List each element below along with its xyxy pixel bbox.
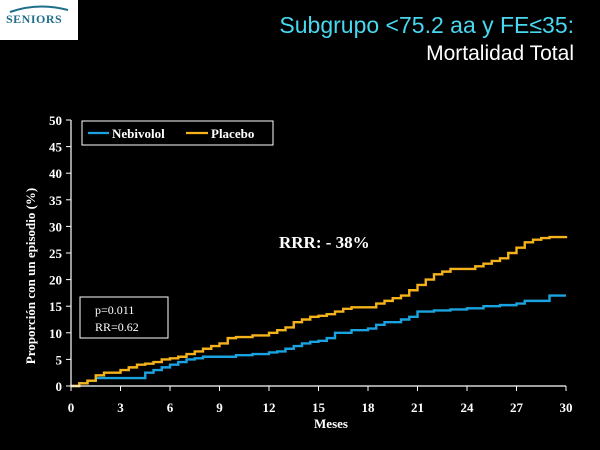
y-tick-label: 35 bbox=[49, 193, 63, 208]
stats-box-frame bbox=[79, 296, 169, 339]
series-line-placebo bbox=[71, 235, 568, 388]
axes: 0 3 6 9 12 15 18 21 24 27 30 0 5 10 15 20 25 30 35 40 45 50 bbox=[49, 113, 573, 415]
x-tick-label: 18 bbox=[362, 400, 376, 415]
y-tick-label: 25 bbox=[49, 246, 63, 261]
y-tick-label: 0 bbox=[56, 379, 63, 394]
rrr-annotation: RRR: - 38% bbox=[279, 233, 370, 252]
x-tick-label: 0 bbox=[68, 400, 75, 415]
y-tick-label: 40 bbox=[49, 166, 62, 181]
x-tick-label: 12 bbox=[263, 400, 276, 415]
legend: Nebivolol Placebo bbox=[81, 120, 274, 146]
legend-label-placebo: Placebo bbox=[211, 126, 254, 141]
title-line-2: Mortalidad Total bbox=[426, 42, 574, 65]
title-line-1: Subgrupo <75.2 aa y FE≤35: bbox=[279, 12, 574, 38]
y-tick-label: 20 bbox=[49, 273, 62, 288]
y-tick-label: 50 bbox=[49, 113, 62, 128]
legend-label-nebivolol: Nebivolol bbox=[112, 126, 165, 141]
logo-swoosh-icon bbox=[9, 5, 69, 13]
x-tick-label: 24 bbox=[461, 400, 475, 415]
y-axis-title: Proporción con un episodio (%) bbox=[23, 188, 38, 364]
logo-text: SENIORS bbox=[6, 12, 63, 26]
x-tick-label: 6 bbox=[167, 400, 174, 415]
x-tick-label: 9 bbox=[216, 400, 223, 415]
x-tick-label: 30 bbox=[560, 400, 573, 415]
series-line-nebivolol bbox=[71, 294, 566, 388]
y-ticks: 0 5 10 15 20 25 30 35 40 45 50 bbox=[49, 113, 71, 394]
x-axis-title: Meses bbox=[314, 416, 348, 431]
legend-box bbox=[81, 120, 274, 146]
x-tick-label: 27 bbox=[510, 400, 524, 415]
p-value-label: p=0.011 bbox=[95, 303, 134, 317]
stats-box: p=0.011 RR=0.62 bbox=[79, 296, 169, 339]
rr-label: RR=0.62 bbox=[95, 320, 139, 334]
x-ticks: 0 3 6 9 12 15 18 21 24 27 30 bbox=[68, 386, 573, 415]
y-tick-label: 30 bbox=[49, 219, 62, 234]
y-tick-label: 45 bbox=[49, 140, 63, 155]
y-tick-label: 15 bbox=[49, 299, 63, 314]
x-tick-label: 15 bbox=[312, 400, 326, 415]
x-tick-label: 21 bbox=[411, 400, 424, 415]
plot-lines bbox=[71, 235, 568, 388]
y-tick-label: 5 bbox=[56, 352, 63, 367]
x-tick-label: 3 bbox=[117, 400, 124, 415]
logo: SENIORS bbox=[0, 0, 78, 40]
y-tick-label: 10 bbox=[49, 326, 62, 341]
